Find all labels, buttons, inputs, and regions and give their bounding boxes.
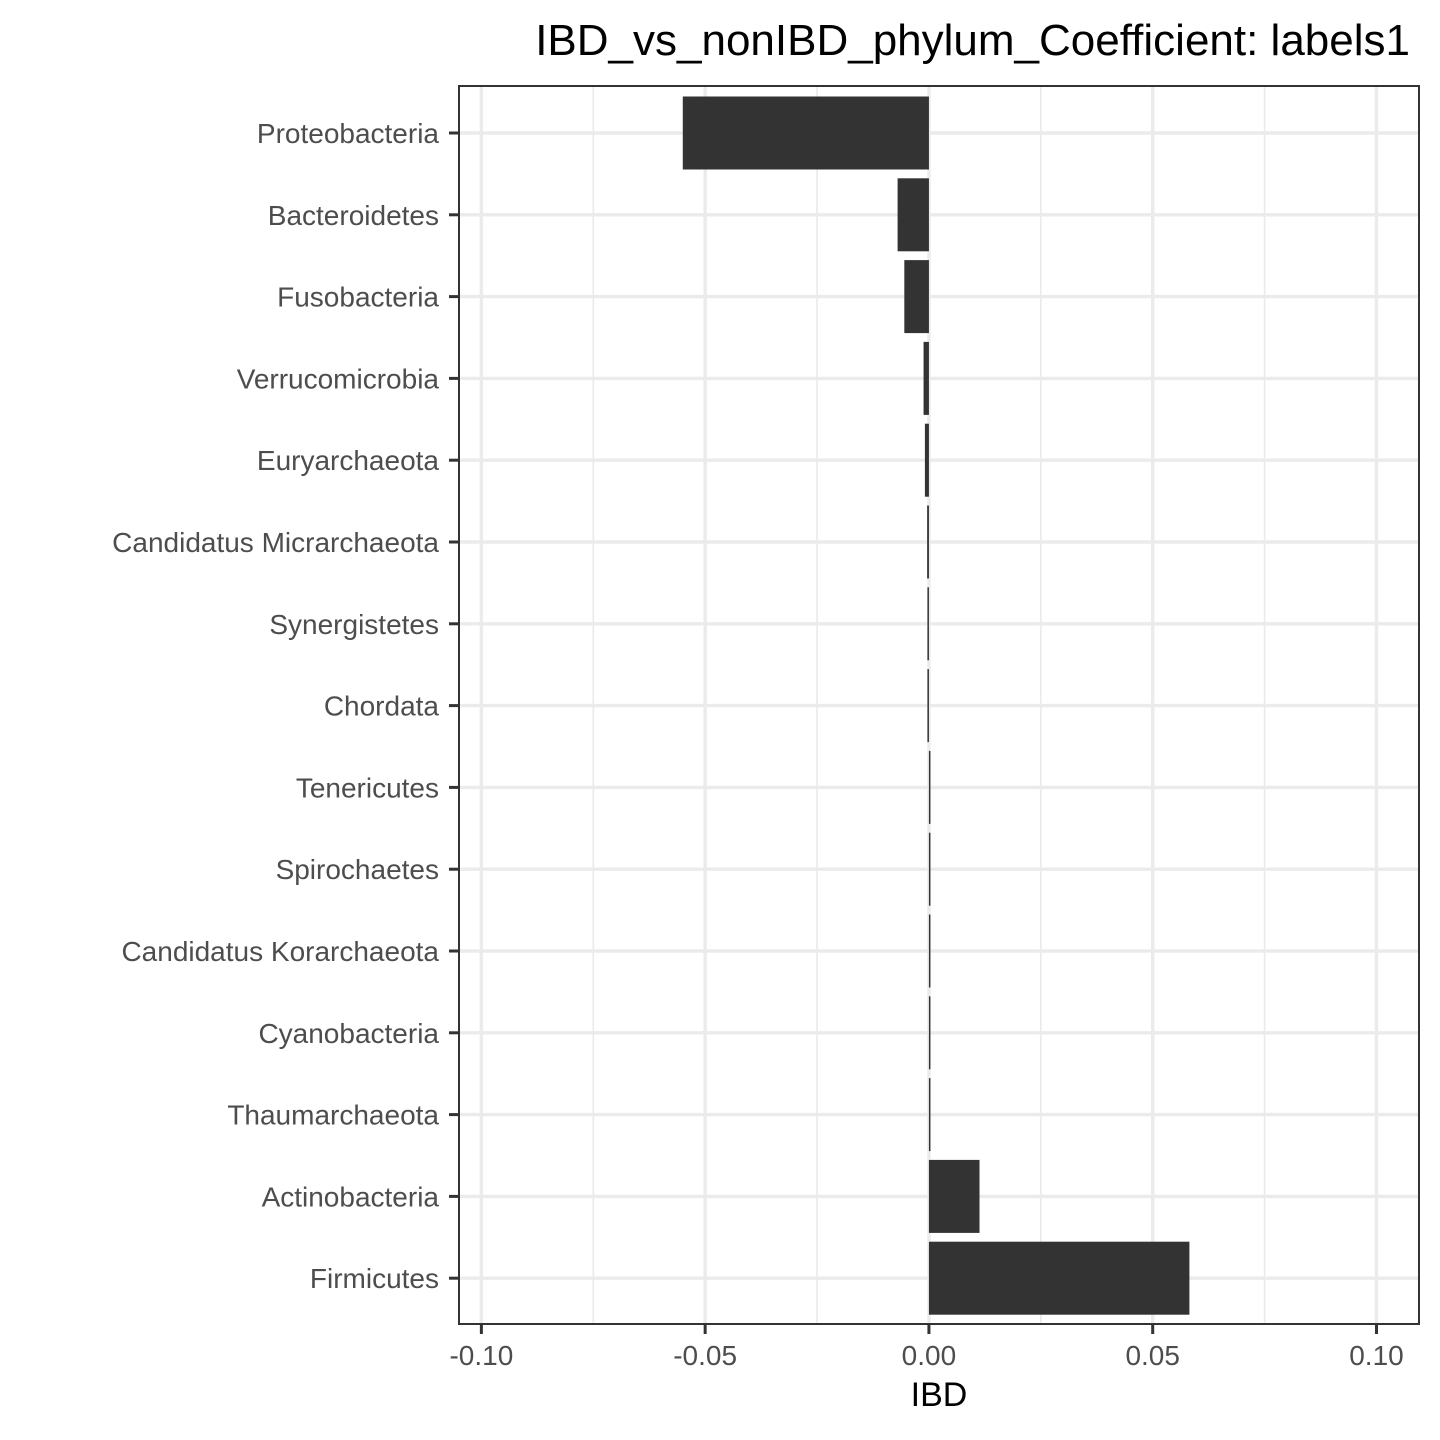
y-tick-label: Fusobacteria <box>277 282 439 313</box>
bar <box>927 669 929 743</box>
bar <box>927 587 929 661</box>
y-axis: Proteobacteria Bacteroidetes Fusobacteria V… <box>112 118 459 1294</box>
y-tick-label: Candidatus Korarchaeota <box>121 936 439 967</box>
y-tick-label: Chordata <box>324 691 440 722</box>
y-tick-label: Euryarchaeota <box>257 445 440 476</box>
chart-title: IBD_vs_nonIBD_phylum_Coefficient: labels… <box>535 16 1410 65</box>
bar <box>904 260 929 334</box>
y-tick-label: Thaumarchaeota <box>227 1100 439 1131</box>
bar <box>927 505 929 579</box>
x-tick-label: -0.05 <box>673 1340 737 1371</box>
y-tick-label: Firmicutes <box>310 1263 439 1294</box>
bar <box>928 996 931 1070</box>
x-tick-label: 0.05 <box>1125 1340 1180 1371</box>
grid <box>459 86 1419 1324</box>
y-tick-label: Verrucomicrobia <box>237 363 440 394</box>
y-tick-label: Synergistetes <box>269 609 439 640</box>
bar <box>682 96 929 170</box>
bar <box>928 1241 1190 1315</box>
bar <box>923 341 929 415</box>
bars <box>682 96 1190 1315</box>
y-tick-label: Actinobacteria <box>262 1181 440 1212</box>
y-tick-label: Cyanobacteria <box>258 1018 439 1049</box>
bar <box>928 832 931 906</box>
x-axis: -0.10 -0.05 0.00 0.05 0.10 <box>449 1324 1404 1371</box>
bar <box>928 1078 931 1152</box>
y-tick-label: Candidatus Micrarchaeota <box>112 527 439 558</box>
bar <box>928 1159 980 1233</box>
x-axis-title: IBD <box>911 1376 968 1414</box>
x-tick-label: -0.10 <box>449 1340 513 1371</box>
x-tick-label: 0.10 <box>1349 1340 1404 1371</box>
bar <box>897 178 929 252</box>
y-tick-label: Proteobacteria <box>257 118 440 149</box>
bar <box>924 423 929 497</box>
bar <box>928 750 931 824</box>
bar <box>928 914 931 988</box>
y-tick-label: Tenericutes <box>296 772 439 803</box>
x-tick-label: 0.00 <box>902 1340 957 1371</box>
y-tick-label: Bacteroidetes <box>268 200 439 231</box>
y-tick-label: Spirochaetes <box>276 854 439 885</box>
